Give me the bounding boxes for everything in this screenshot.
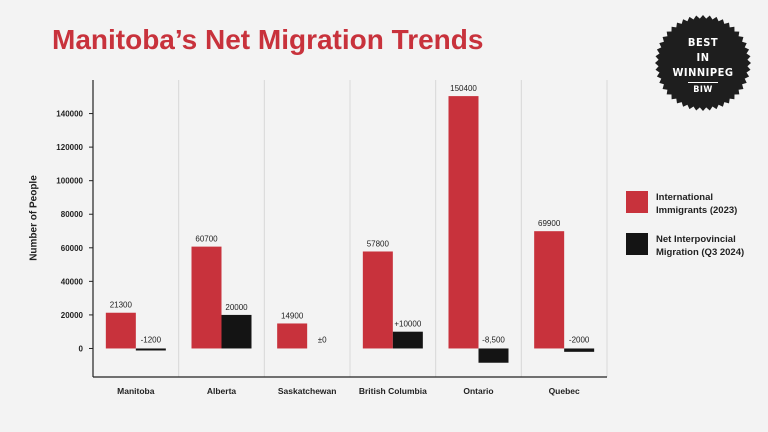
- bar-interprovincial: [564, 348, 595, 352]
- legend-label-interprovincial: Net Interpovincial Migration (Q3 2024): [656, 234, 745, 258]
- y-tick-label: 120000: [56, 143, 83, 152]
- data-label: -2000: [569, 335, 590, 344]
- bar-interprovincial: [135, 348, 166, 351]
- data-label: 14900: [281, 311, 304, 320]
- bar-international: [105, 312, 136, 349]
- badge-line-4: BIW: [693, 85, 713, 95]
- x-tick-label: Saskatchewan: [278, 386, 337, 396]
- data-label: 20000: [225, 303, 248, 312]
- bar-international: [362, 251, 393, 349]
- y-tick-label: 60000: [61, 244, 84, 253]
- data-label: 57800: [367, 239, 390, 248]
- bar-international: [191, 246, 222, 349]
- bar-international: [277, 323, 308, 349]
- badge-line-3: WINNIPEG: [672, 66, 734, 79]
- badge-divider: [688, 82, 718, 83]
- page-title: Manitoba’s Net Migration Trends: [52, 24, 484, 55]
- data-label: ±0: [318, 335, 327, 344]
- badge-line-2: IN: [696, 51, 710, 64]
- logo-seal-icon: [655, 15, 751, 111]
- data-label: 150400: [450, 84, 477, 93]
- y-tick-label: 140000: [56, 110, 83, 119]
- y-tick-label: 20000: [61, 311, 84, 320]
- legend-swatch-interprovincial: [626, 233, 648, 255]
- bar-international: [448, 96, 479, 349]
- bar-interprovincial: [392, 331, 423, 349]
- data-label: -8,500: [482, 335, 505, 344]
- bar-interprovincial: [478, 348, 509, 363]
- x-tick-label: British Columbia: [359, 386, 427, 396]
- x-tick-label: Quebec: [549, 386, 580, 396]
- bar-international: [534, 231, 565, 349]
- y-tick-label: 80000: [61, 210, 84, 219]
- legend-swatch-international: [626, 191, 648, 213]
- x-tick-label: Alberta: [207, 386, 237, 396]
- y-tick-label: 40000: [61, 277, 84, 286]
- data-label: 69900: [538, 219, 561, 228]
- badge-line-1: BEST: [687, 36, 719, 49]
- x-tick-label: Ontario: [463, 386, 493, 396]
- x-tick-label: Manitoba: [117, 386, 155, 396]
- y-tick-label: 100000: [56, 177, 83, 186]
- data-label: 60700: [195, 235, 218, 244]
- data-label: +10000: [394, 320, 421, 329]
- legend-label-international: International Immigrants (2023): [656, 192, 738, 216]
- best-in-winnipeg-logo: BEST IN WINNIPEG BIW: [654, 14, 752, 112]
- y-tick-label: 0: [79, 344, 84, 353]
- data-label: -1200: [141, 335, 162, 344]
- bar-interprovincial: [221, 314, 252, 349]
- data-label: 21300: [110, 301, 133, 310]
